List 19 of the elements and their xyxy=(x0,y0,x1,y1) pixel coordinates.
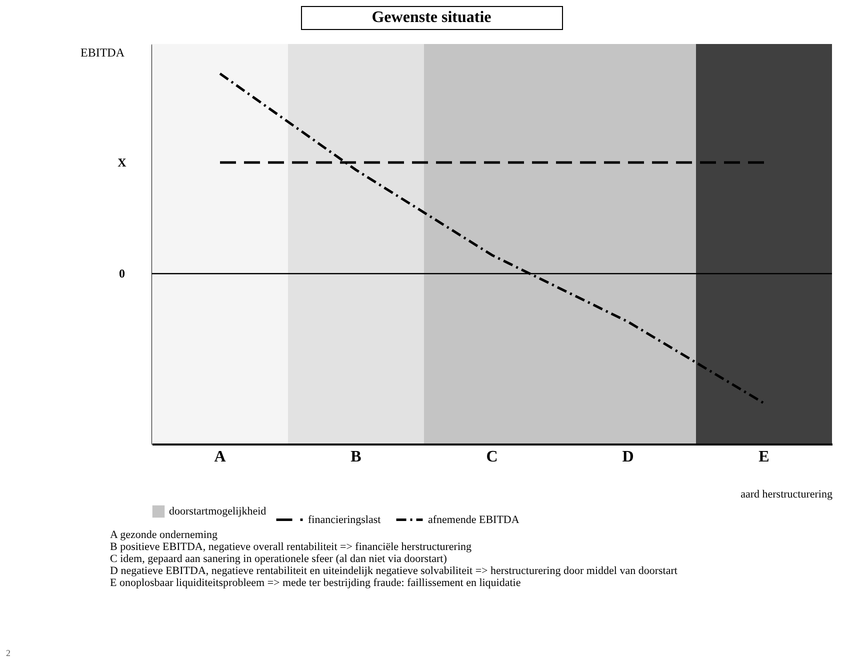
legend-label: financieringslast xyxy=(308,514,381,526)
text: D negatieve EBITDA, negatieve rentabiliteit en uiteindelijk negatieve solvabiliteit => herstructurering door middel van doorstart xyxy=(110,565,678,577)
text: 2 xyxy=(6,648,10,658)
text: E onoplosbaar liquiditeitsprobleem => mede ter bestrijding fraude: faillissement en liquidatie xyxy=(110,577,522,589)
text: B positieve EBITDA, negatieve overall rentabiliteit => financiële herstructurering xyxy=(110,541,473,553)
x-tick-label: A xyxy=(214,448,226,466)
x-tick-label: E xyxy=(758,448,770,466)
x-tick-label: C xyxy=(486,448,498,466)
text: A gezonde onderneming xyxy=(110,529,219,541)
x-axis-title: aard herstructurering xyxy=(740,488,833,500)
legend-label: afnemende EBITDA xyxy=(428,514,520,526)
y-axis-title: EBITDA xyxy=(80,46,125,60)
text: C idem, gepaard aan sanering in operationele sfeer (al dan niet via doorstart) xyxy=(110,553,448,565)
x-tick-label: D xyxy=(622,448,634,466)
ref-line-label: 0 xyxy=(119,266,125,281)
x-tick-label: B xyxy=(350,448,362,466)
legend-label: doorstartmogelijkheid xyxy=(169,506,267,518)
chart-title: Gewenste situatie xyxy=(300,6,562,30)
text: X xyxy=(118,156,127,170)
